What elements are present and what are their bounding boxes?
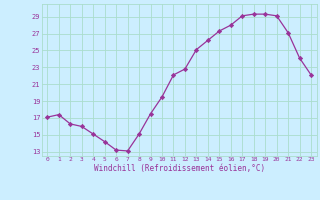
X-axis label: Windchill (Refroidissement éolien,°C): Windchill (Refroidissement éolien,°C) xyxy=(94,164,265,173)
